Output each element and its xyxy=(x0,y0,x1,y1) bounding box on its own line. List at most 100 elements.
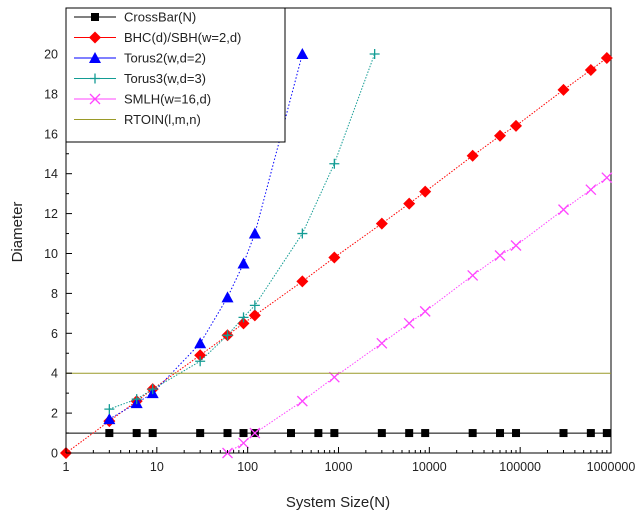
data-point xyxy=(147,384,158,395)
y-tick-label: 12 xyxy=(44,207,58,221)
series-Torus2(w,d=2) xyxy=(103,48,309,425)
data-point xyxy=(196,429,205,438)
y-tick-label: 2 xyxy=(51,407,58,421)
data-point xyxy=(403,317,415,329)
legend-marker xyxy=(89,52,101,63)
y-tick-label: 20 xyxy=(44,48,58,62)
data-point xyxy=(559,429,568,438)
data-point xyxy=(329,158,340,169)
data-point xyxy=(494,250,506,261)
data-point xyxy=(132,429,141,438)
data-point xyxy=(194,337,207,349)
x-tick-label: 10000 xyxy=(412,460,447,474)
legend-label: Torus3(w,d=3) xyxy=(124,71,206,86)
data-point xyxy=(296,275,309,288)
x-tick-label: 1000 xyxy=(325,460,353,474)
data-point xyxy=(287,429,296,438)
series-CrossBar(N) xyxy=(66,429,611,438)
y-tick-label: 0 xyxy=(51,447,58,461)
legend-item: Torus3(w,d=3) xyxy=(74,71,206,86)
data-point xyxy=(148,429,157,438)
legend-item: RTOIN(l,m,n) xyxy=(74,112,201,127)
data-point xyxy=(584,63,597,76)
data-point xyxy=(512,429,521,438)
data-point xyxy=(419,185,432,198)
data-point xyxy=(223,429,232,438)
legend-label: RTOIN(l,m,n) xyxy=(124,112,201,127)
data-point xyxy=(403,197,416,210)
data-point xyxy=(248,227,261,239)
legend-item: SMLH(w=16,d) xyxy=(74,92,211,107)
data-point xyxy=(237,257,250,269)
data-point xyxy=(376,337,388,349)
data-point xyxy=(328,251,341,264)
data-point xyxy=(557,83,570,96)
data-point xyxy=(466,149,479,162)
series-line xyxy=(227,177,608,454)
axis-ticks: 1 10 100 1000 10000 100000 1000000 0 2 4 6 8 10 12 14 1… xyxy=(44,33,636,474)
data-point xyxy=(494,129,507,142)
series-SMLH(w=16,d) xyxy=(222,172,613,459)
data-point xyxy=(103,413,116,425)
legend-item: Torus2(w,d=2) xyxy=(74,51,206,66)
legend-item: CrossBar(N) xyxy=(74,10,196,25)
data-point xyxy=(314,429,323,438)
data-point xyxy=(468,429,477,438)
data-point xyxy=(222,330,233,341)
data-point xyxy=(249,427,261,439)
y-axis-title: Diameter xyxy=(9,202,26,263)
x-axis-title: System Size(N) xyxy=(286,494,390,511)
data-point xyxy=(419,305,431,317)
data-point xyxy=(558,204,569,216)
y-tick-label: 14 xyxy=(44,167,58,181)
data-point xyxy=(105,429,114,438)
y-tick-label: 4 xyxy=(51,367,58,381)
y-tick-label: 8 xyxy=(51,287,58,301)
series-layer xyxy=(60,48,613,459)
legend-label: CrossBar(N) xyxy=(124,10,196,25)
y-tick-label: 18 xyxy=(44,87,58,101)
data-point xyxy=(510,240,522,251)
data-point xyxy=(104,404,115,415)
data-point xyxy=(131,394,142,405)
data-point xyxy=(602,429,611,438)
legend: CrossBar(N) BHC(d)/SBH(w=2,d) Torus2(w,d=2… xyxy=(65,7,286,143)
legend-item: BHC(d)/SBH(w=2,d) xyxy=(74,30,241,45)
x-tick-label: 100000 xyxy=(499,460,541,474)
x-tick-label: 1 xyxy=(63,460,70,474)
x-tick-label: 1000000 xyxy=(587,460,636,474)
y-tick-label: 16 xyxy=(44,127,58,141)
y-tick-label: 6 xyxy=(51,327,58,341)
legend-marker xyxy=(89,93,101,105)
data-point xyxy=(221,291,234,303)
data-point xyxy=(249,300,260,311)
x-tick-label: 100 xyxy=(237,460,258,474)
legend-marker xyxy=(91,13,99,21)
data-point xyxy=(467,269,479,281)
data-point xyxy=(421,429,430,438)
data-point xyxy=(238,312,249,323)
data-point xyxy=(496,429,505,438)
data-point xyxy=(296,48,309,59)
legend-label: Torus2(w,d=2) xyxy=(124,51,206,66)
y-tick-label: 10 xyxy=(44,247,58,261)
data-point xyxy=(238,437,249,449)
data-point xyxy=(296,395,308,407)
data-point xyxy=(239,429,248,438)
data-point xyxy=(405,429,414,438)
legend-label: BHC(d)/SBH(w=2,d) xyxy=(124,30,241,45)
data-point xyxy=(195,356,206,367)
x-tick-label: 10 xyxy=(150,460,164,474)
data-point xyxy=(510,119,523,132)
data-point xyxy=(330,429,339,438)
data-point xyxy=(585,184,597,196)
data-point xyxy=(248,309,261,322)
data-point xyxy=(586,429,595,438)
data-point xyxy=(328,371,340,383)
data-point xyxy=(237,317,250,330)
series-Torus3(w,d=3) xyxy=(104,49,380,415)
data-point xyxy=(600,51,613,64)
legend-label: SMLH(w=16,d) xyxy=(124,92,211,107)
legend-marker xyxy=(89,31,101,44)
